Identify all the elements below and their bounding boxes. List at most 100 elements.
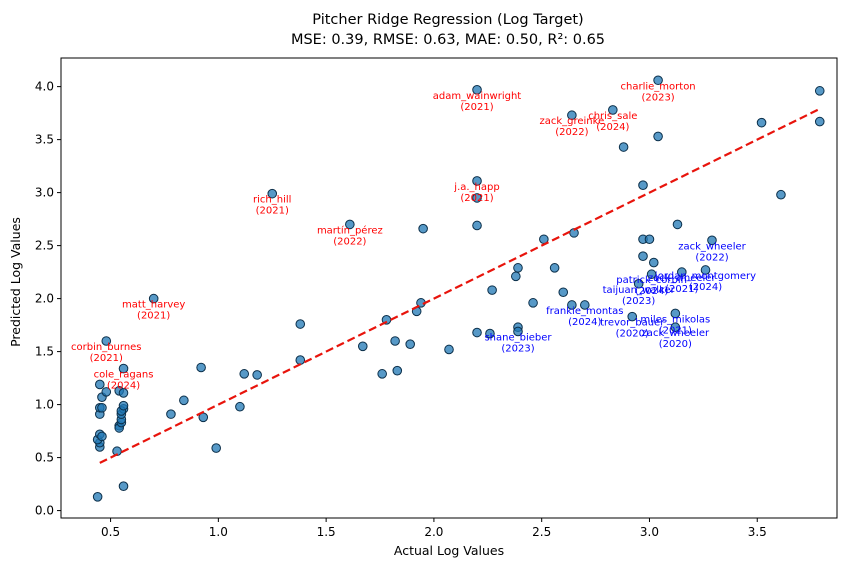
data-point xyxy=(211,443,221,453)
data-point xyxy=(472,84,482,95)
data-point xyxy=(672,219,683,230)
point-annotation: zack_wheeler (2021) xyxy=(648,273,716,295)
data-point xyxy=(196,362,206,373)
data-point xyxy=(558,287,569,298)
data-point xyxy=(608,105,618,115)
data-point xyxy=(670,308,681,319)
data-point xyxy=(267,188,278,199)
point-annotation: zack_wheeler (2022) xyxy=(678,241,746,263)
point-annotation: charlie_morton (2023) xyxy=(621,81,696,103)
y-axis-label: Predicted Log Values xyxy=(8,217,23,347)
x-tick-label: 3.0 xyxy=(640,525,659,539)
point-annotation: zack_greinke (2022) xyxy=(539,116,604,138)
point-annotation: frankie_montas (2024) xyxy=(546,306,623,328)
data-point xyxy=(513,263,523,273)
plot-area: 0.5 1.0 1.5 2.0 2.5 3.0 3.5 0.0 0.5 1.0 1.5 2.0 2.5 3… xyxy=(35,57,838,539)
data-point xyxy=(239,369,250,379)
chart-title: Pitcher Ridge Regression (Log Target) xyxy=(312,12,583,28)
data-point xyxy=(511,271,521,282)
data-point xyxy=(648,257,659,268)
data-point xyxy=(252,370,262,380)
data-point xyxy=(444,344,454,355)
point-annotation: zack_wheeler (2020) xyxy=(642,328,710,350)
point-annotation: corbin_burnes (2021) xyxy=(71,342,142,364)
point-annotation: rich_hill (2021) xyxy=(253,195,291,217)
data-point xyxy=(118,400,129,411)
x-tick-label: 3.5 xyxy=(748,525,767,539)
data-point xyxy=(638,180,648,190)
fit-line xyxy=(99,107,821,464)
data-point xyxy=(618,142,629,152)
y-tick-label: 4.0 xyxy=(35,80,54,94)
data-point xyxy=(653,131,663,142)
y-tick-label: 0.0 xyxy=(35,504,54,518)
x-tick-label: 1.0 xyxy=(209,525,228,539)
data-point xyxy=(487,285,497,295)
data-point xyxy=(118,363,129,374)
y-tick-label: 0.5 xyxy=(35,451,54,465)
data-point xyxy=(92,492,103,502)
y-tick-label: 1.0 xyxy=(35,398,54,412)
y-tick-label: 2.5 xyxy=(35,239,54,253)
data-point xyxy=(638,251,648,262)
data-point xyxy=(357,341,368,352)
data-point xyxy=(166,409,176,419)
x-axis-label: Actual Log Values xyxy=(394,543,504,558)
data-point xyxy=(97,431,107,442)
point-annotation: cole_ragans (2024) xyxy=(94,370,154,392)
data-point xyxy=(392,365,403,376)
data-point xyxy=(528,298,538,308)
data-point xyxy=(633,278,644,289)
data-point xyxy=(472,193,482,203)
data-point xyxy=(670,322,681,333)
point-annotation: j.a._happ (2021) xyxy=(453,182,499,204)
point-annotation: miles_mikolas (2021) xyxy=(640,314,710,336)
point-annotation: matt_harvey (2021) xyxy=(122,300,185,322)
point-annotation: shane_bieber (2023) xyxy=(484,332,552,354)
point-annotation: adam_wainwright (2021) xyxy=(433,91,522,113)
data-point xyxy=(814,86,825,96)
data-point xyxy=(472,176,482,186)
y-tick-label: 3.5 xyxy=(35,133,54,147)
data-point xyxy=(646,269,657,280)
data-point xyxy=(707,235,717,246)
data-point xyxy=(677,267,687,277)
data-point xyxy=(235,401,245,412)
data-point xyxy=(418,223,428,234)
data-point xyxy=(101,387,112,397)
point-annotation: jordan_montgomery (2024) xyxy=(654,271,756,293)
data-point xyxy=(377,369,387,379)
data-point xyxy=(148,293,159,304)
point-annotation: chris_sale (2024) xyxy=(588,111,637,133)
x-tick-label: 1.5 xyxy=(317,525,336,539)
y-tick-label: 1.5 xyxy=(35,345,54,359)
data-point xyxy=(345,219,355,230)
point-annotation: martín_pérez (2022) xyxy=(317,224,383,247)
data-point xyxy=(580,300,590,310)
point-annotation: taijuan_walker (2023) xyxy=(603,285,676,307)
data-point xyxy=(118,388,129,398)
data-point xyxy=(97,402,107,413)
data-point xyxy=(567,110,577,121)
data-point xyxy=(549,263,560,273)
point-annotation: patrick_corbin (2024) xyxy=(616,275,687,297)
data-point xyxy=(653,75,663,86)
x-tick-label: 2.5 xyxy=(532,525,551,539)
data-point xyxy=(700,265,711,275)
data-point xyxy=(295,319,306,329)
plot-frame xyxy=(60,57,838,519)
data-point xyxy=(390,336,400,346)
y-tick-label: 2.0 xyxy=(35,292,54,306)
data-point xyxy=(179,395,189,406)
data-point xyxy=(405,339,416,349)
data-point xyxy=(472,327,482,338)
y-tick-label: 3.0 xyxy=(35,186,54,200)
data-point xyxy=(513,326,523,337)
data-point xyxy=(567,300,577,310)
point-annotation: trevor_bauer (2020) xyxy=(600,318,665,340)
data-point xyxy=(95,379,105,390)
data-point xyxy=(627,311,638,322)
data-point xyxy=(485,328,495,339)
chart-subtitle: MSE: 0.39, RMSE: 0.63, MAE: 0.50, R²: 0.… xyxy=(291,32,605,48)
